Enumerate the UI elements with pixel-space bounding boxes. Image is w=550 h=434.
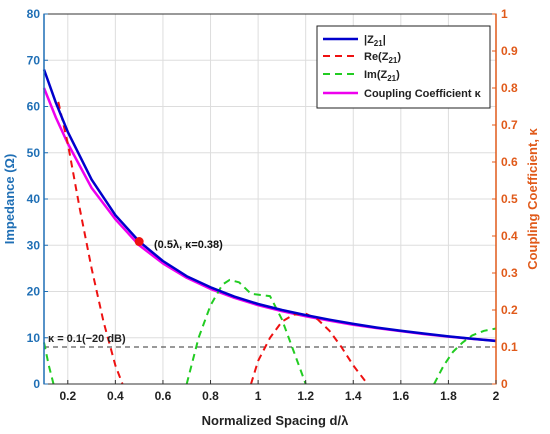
x-tick-label-2: 0.6 [155,389,172,403]
y-left-tick-label-8: 80 [27,7,41,21]
x-tick-label-1: 0.4 [107,389,124,403]
y-left-tick-label-6: 60 [27,100,41,114]
x-tick-label-5: 1.2 [297,389,314,403]
legend-label-im-z21: Im(Z21) [364,69,400,83]
y-right-tick-label-3: 0.3 [501,266,518,280]
legend: |Z21| Re(Z21) Im(Z21) Coupling Coefficie… [316,25,491,109]
x-tick-label-3: 0.8 [202,389,219,403]
ticks: 0.2 0.4 0.6 0.8 1 1.2 1.4 1.6 1.8 201020304050607… [27,7,518,403]
y-left-tick-label-5: 50 [27,146,41,160]
series-layer [42,69,497,385]
y-left-tick-label-2: 20 [27,285,41,299]
x-tick-label-6: 1.4 [345,389,362,403]
y-right-tick-label-4: 0.4 [501,229,518,243]
x-axis-label: Normalized Spacing d/λ [202,413,349,428]
x-tick-label-0: 0.2 [59,389,76,403]
legend-label-re-z21: Re(Z21) [364,51,401,65]
y-right-tick-label-10: 1 [501,7,508,21]
y-right-tick-label-5: 0.5 [501,192,518,206]
reference-line-label: κ = 0.1(−20 dB) [48,333,126,345]
marker-point [134,237,144,247]
series-im-z21-line-seg-1 [185,278,307,385]
y-right-tick-label-7: 0.7 [501,118,518,132]
x-tick-label-4: 1 [255,389,262,403]
legend-label-coupling: Coupling Coefficient κ [364,88,482,100]
legend-label-abs-z21: |Z21| [364,34,386,48]
series-re-z21-line-seg-0 [57,101,124,385]
series-im-z21-line-seg-0 [43,342,55,385]
x-tick-label-8: 1.8 [440,389,457,403]
y-axis-right-label: Coupling Coefficient, κ [525,127,540,269]
y-right-tick-label-2: 0.2 [501,303,518,317]
series-re-z21-line-seg-1 [250,312,369,385]
y-left-tick-label-1: 10 [27,331,41,345]
y-right-tick-label-8: 0.8 [501,81,518,95]
series-coupling-line [42,87,497,342]
y-right-tick-label-1: 0.1 [501,340,518,354]
series-abs-z21-line [42,69,497,343]
y-axis-left-label: Impedance (Ω) [2,154,17,245]
marker-label: (0.5λ, κ=0.38) [154,239,223,251]
y-right-tick-label-0: 0 [501,377,508,391]
y-right-tick-label-9: 0.9 [501,44,518,58]
y-right-tick-label-6: 0.6 [501,155,518,169]
y-left-tick-label-0: 0 [33,377,40,391]
y-left-tick-label-3: 30 [27,238,41,252]
series-im-z21-line-seg-2 [433,327,497,385]
y-left-tick-label-4: 40 [27,192,41,206]
y-left-tick-label-7: 70 [27,53,41,67]
x-tick-label-7: 1.6 [392,389,409,403]
x-tick-label-9: 2 [493,389,500,403]
